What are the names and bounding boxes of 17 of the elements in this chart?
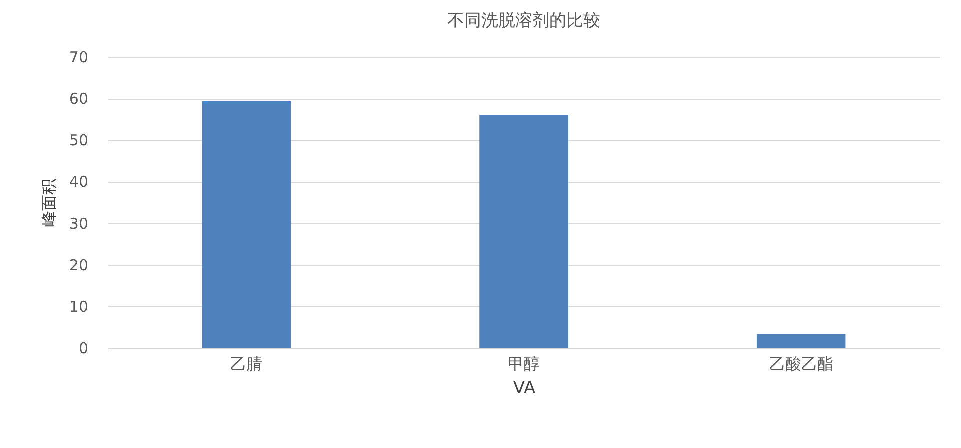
x-tick-label: 乙腈 [230, 354, 263, 374]
x-tick-label: 乙酸乙酯 [769, 354, 834, 374]
chart-title: 不同洗脱溶剂的比较 [448, 11, 600, 31]
y-tick-label: 20 [69, 256, 88, 274]
y-tick-label: 60 [69, 90, 88, 108]
y-axis-title: 峰面积 [39, 179, 58, 227]
x-tick-label: 甲醇 [508, 354, 540, 374]
x-axis-title: VA [513, 378, 536, 398]
y-tick-label: 50 [69, 132, 88, 150]
y-tick-label: 40 [69, 173, 88, 192]
bar [756, 334, 846, 348]
y-tick-label: 10 [69, 298, 88, 316]
y-tick-label: 0 [78, 340, 88, 358]
y-tick-label: 30 [69, 214, 88, 233]
bar [480, 115, 568, 348]
bar [202, 101, 292, 348]
y-tick-label: 70 [69, 48, 88, 66]
